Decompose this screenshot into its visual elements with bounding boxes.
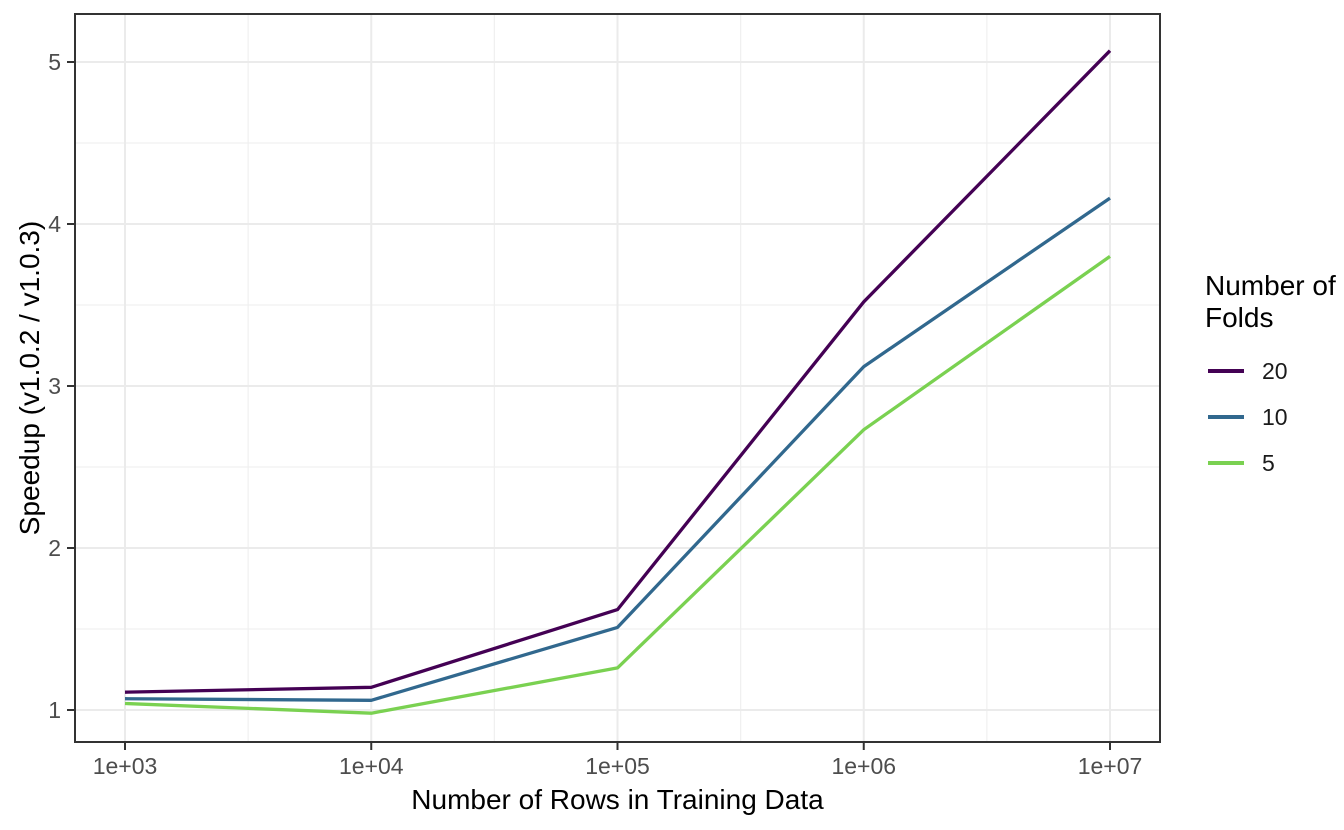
series-line-5 [124, 255, 1111, 715]
series-line-10 [124, 196, 1111, 702]
legend-item-label: 10 [1262, 403, 1288, 430]
legend-title: Number of Folds [1205, 270, 1336, 333]
series-line-20 [124, 49, 1112, 694]
x-tick-label: 1e+07 [1078, 753, 1143, 779]
y-tick-label: 3 [48, 373, 61, 399]
legend-item-label: 5 [1262, 449, 1275, 476]
legend-item-5: 5 [1205, 440, 1341, 486]
y-axis-title: Speedup (v1.0.2 / v1.0.3) [14, 220, 45, 536]
legend-items: 20 10 5 [1205, 348, 1341, 486]
legend-key-line-5 [1208, 461, 1244, 465]
y-tick-label: 5 [48, 49, 61, 75]
legend-item-label: 20 [1262, 357, 1288, 384]
legend-key-line-20 [1208, 369, 1244, 373]
x-axis-title: Number of Rows in Training Data [411, 784, 824, 815]
x-tick-label: 1e+06 [831, 753, 896, 779]
x-tick-label: 1e+05 [585, 753, 650, 779]
legend-key-line-10 [1208, 415, 1244, 419]
legend-item-10: 10 [1205, 394, 1341, 440]
legend: Number of Folds 20 10 5 [1205, 270, 1341, 486]
y-tick-label: 1 [48, 697, 61, 723]
x-tick-label: 1e+04 [339, 753, 404, 779]
y-tick-label: 2 [48, 535, 61, 561]
x-tick-label: 1e+03 [93, 753, 158, 779]
legend-item-20: 20 [1205, 348, 1341, 394]
y-tick-label: 4 [48, 211, 61, 237]
